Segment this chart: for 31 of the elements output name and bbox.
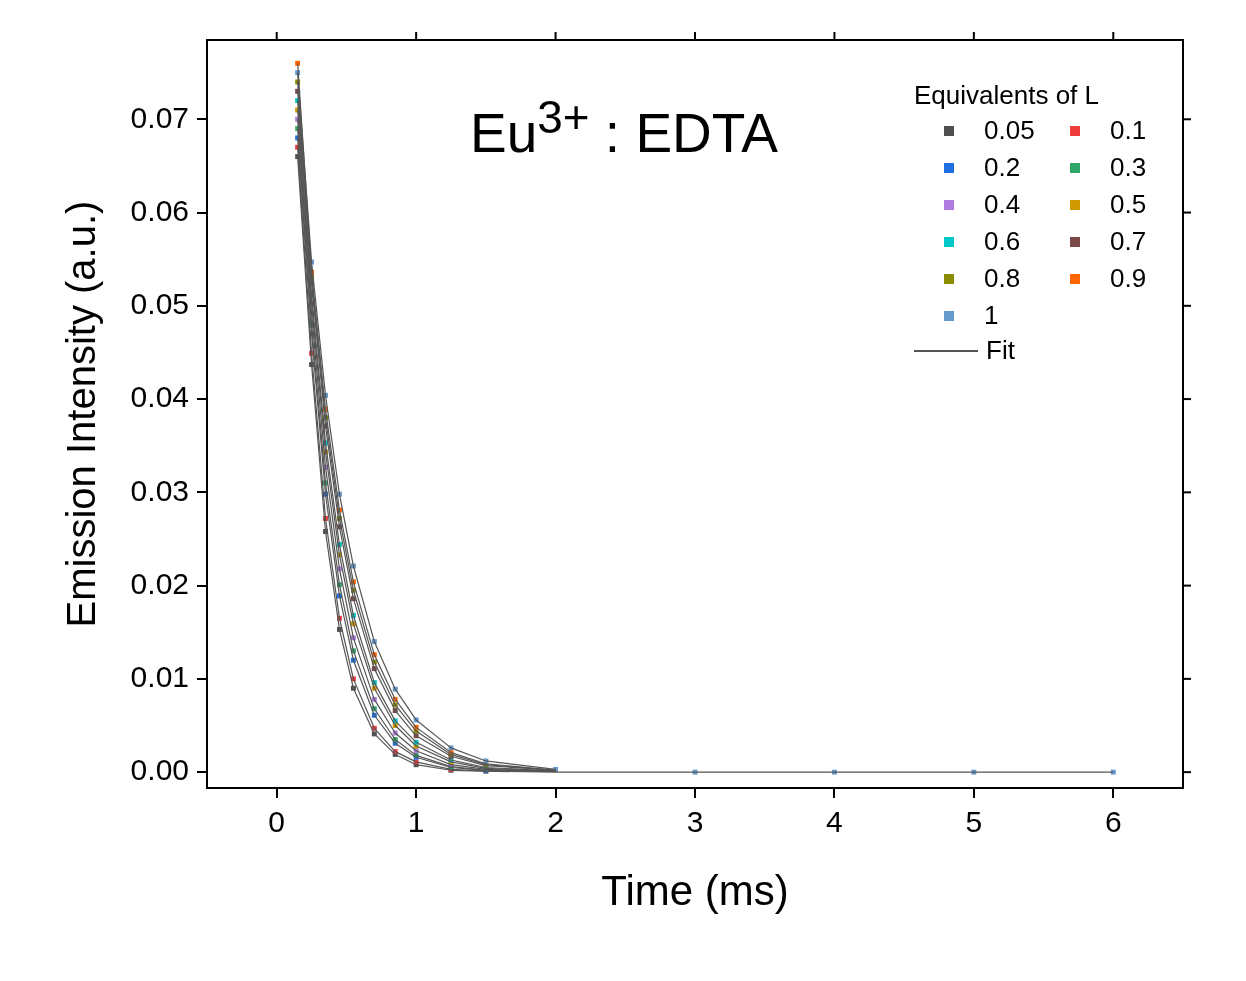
x-tick-label: 3: [686, 805, 704, 839]
legend-label: 0.4: [984, 189, 1022, 220]
y-tick-label: 0.04: [130, 380, 189, 414]
x-axis-title: Time (ms): [601, 867, 789, 915]
legend-title: Equivalents of L: [914, 80, 1100, 111]
y-tick-label: 0.03: [130, 473, 189, 507]
y-tick-label: 0.00: [130, 753, 189, 787]
legend-label: 0.3: [1110, 152, 1148, 183]
x-tick-label: 5: [965, 805, 983, 839]
legend-label: 0.8: [984, 263, 1022, 294]
x-tick-label: 4: [826, 805, 843, 839]
y-axis-title: Emission Intensity (a.u.): [59, 200, 104, 628]
legend-label: 0.7: [1110, 226, 1148, 257]
y-tick-label: 0.07: [130, 100, 189, 134]
legend-label: 0.5: [1110, 189, 1148, 220]
y-tick-label: 0.02: [130, 566, 189, 600]
legend-label: Fit: [986, 335, 1015, 366]
x-tick-label: 6: [1104, 805, 1122, 839]
legend-label: 0.9: [1110, 263, 1148, 294]
y-tick-label: 0.05: [130, 287, 189, 321]
legend-label: 0.05: [984, 115, 1036, 146]
y-tick-label: 0.06: [130, 193, 189, 227]
y-tick-label: 0.01: [130, 660, 189, 694]
x-tick-label: 0: [268, 805, 286, 839]
x-tick-label: 1: [407, 805, 425, 839]
x-tick-label: 2: [547, 805, 564, 839]
legend-label: 0.6: [984, 226, 1022, 257]
text: Eu$^{3+}$ : EDTA: [470, 92, 778, 165]
legend-label: 0.2: [984, 152, 1022, 183]
legend-label: 0.1: [1110, 115, 1148, 146]
legend-label: 1: [984, 300, 1000, 331]
